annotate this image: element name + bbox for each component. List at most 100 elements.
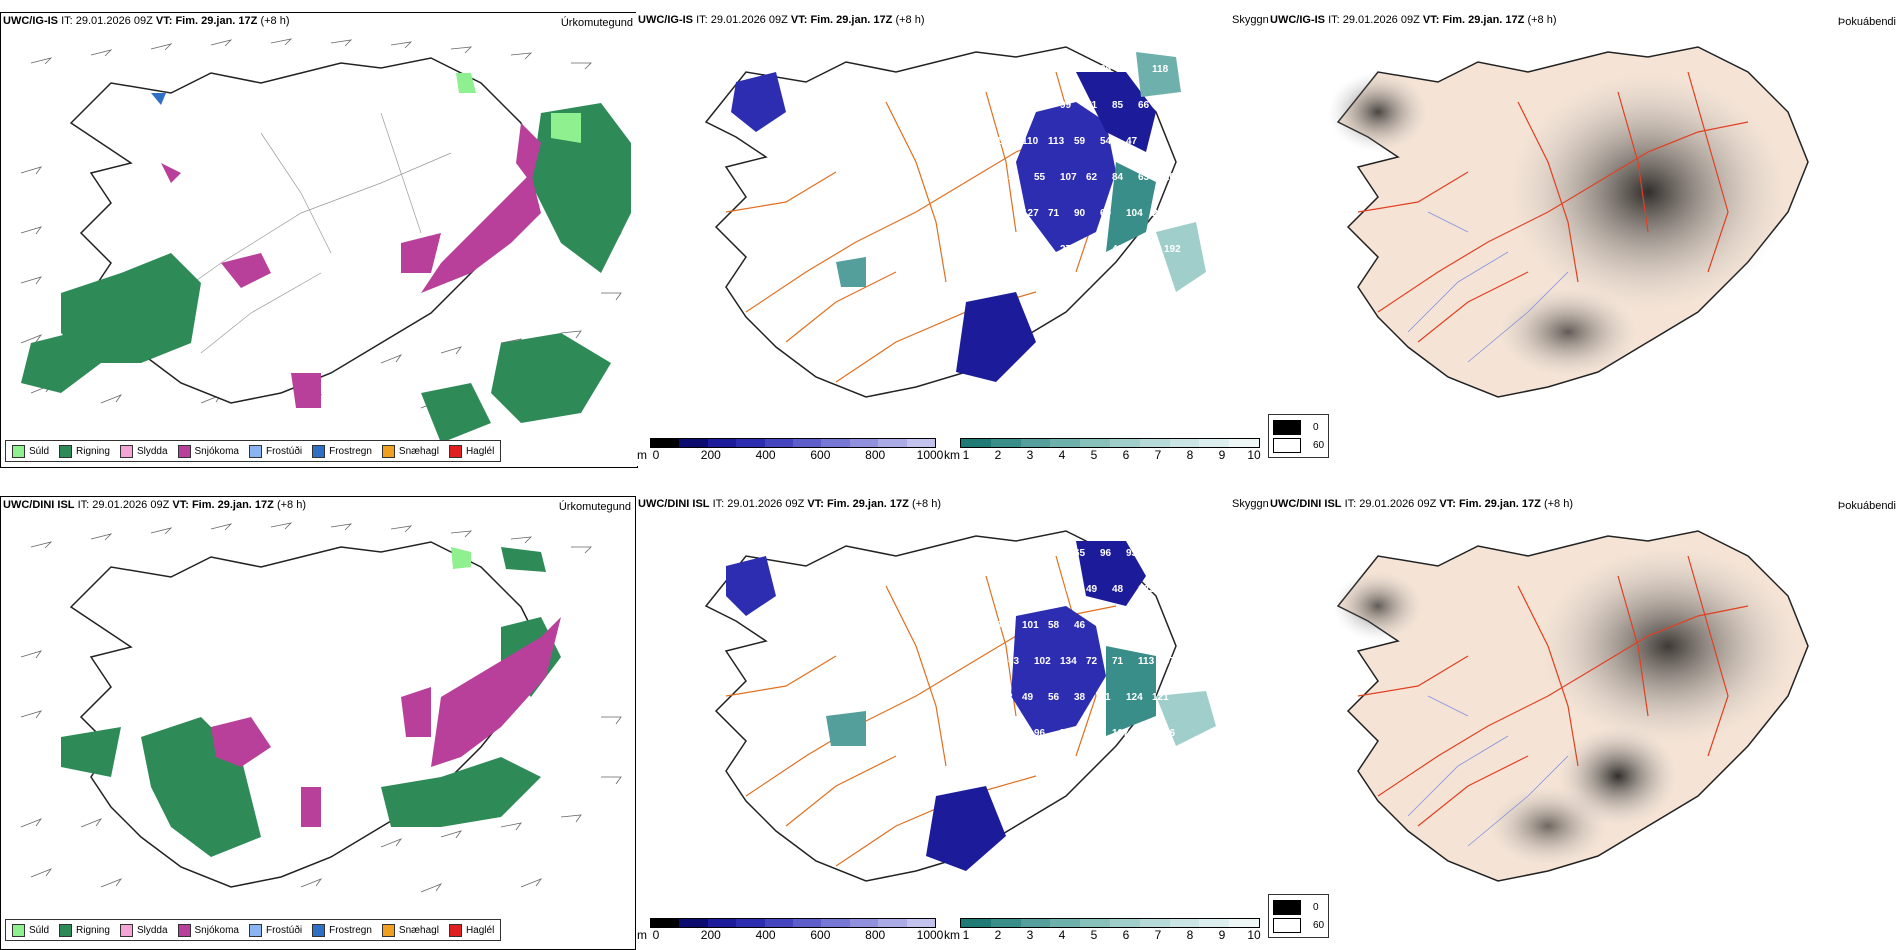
cloud-base-value: 91 <box>996 620 1008 631</box>
fog-legend-item: 0 <box>1273 418 1324 436</box>
cloud-base-panel-bottom: 56 68 44 65 96 93 87 60 111 101 49 48 123 131 91 101 58 4… <box>636 496 1272 950</box>
colorbar-bin <box>1020 439 1051 447</box>
legend-label: Snæhagl <box>398 924 439 936</box>
cloud-base-value: 54 <box>1060 728 1072 739</box>
legend-swatch <box>119 923 133 937</box>
legend-swatch <box>248 444 262 458</box>
legend-item: Frostúði <box>248 923 303 937</box>
cloud-base-value: 27 <box>1060 244 1072 255</box>
colorbar-tick-label: 1000 <box>916 448 944 462</box>
fog-legend: 0 60 <box>1268 894 1330 938</box>
legend-item: Rigning <box>59 923 110 937</box>
legend-item: Frostregn <box>312 923 372 937</box>
panel-header: UWC/IG-IS IT: 29.01.2026 09Z VT: Fim. 29… <box>3 15 290 27</box>
colorbar-tick-label: 2 <box>994 928 1002 942</box>
cloud-base-value: 11 <box>1100 692 1111 703</box>
precip-type-map <box>20 522 622 893</box>
legend-swatch <box>59 923 73 937</box>
colorbar-tick-label: 600 <box>810 928 831 942</box>
precip-legend: Súld Rigning Slydda Snjókoma Frostúði Frostre… <box>5 919 502 941</box>
cloud-base-value: 84 <box>1112 172 1124 183</box>
fog-map <box>1328 46 1809 398</box>
legend-item: Snjókoma <box>177 444 239 458</box>
cloud-base-value: 118 <box>1152 64 1169 75</box>
fog-legend-item: 60 <box>1273 916 1324 934</box>
cloud-base-value: 38 <box>1074 692 1086 703</box>
legend-swatch <box>59 444 73 458</box>
panel-header: UWC/DINI ISL IT: 29.01.2026 09Z VT: Fim.… <box>3 499 306 511</box>
cloud-base-value: 47 <box>1126 136 1138 147</box>
cloud-base-value: 123 <box>1138 584 1155 595</box>
colorbar-tick-label: 400 <box>755 448 776 462</box>
colorbar-bin <box>849 439 879 447</box>
legend-swatch <box>1273 437 1301 453</box>
legend-swatch <box>12 923 25 937</box>
cloud-base-value: 56 <box>996 548 1008 559</box>
legend-swatch <box>1273 419 1301 435</box>
cloud-base-value: 192 <box>1164 244 1181 255</box>
colorbar-tick-label: 3 <box>1026 448 1034 462</box>
cloud-base-value: 129 <box>1100 280 1117 291</box>
legend-label: Frostúði <box>265 924 303 936</box>
cloud-base-value: 97 <box>1164 656 1176 667</box>
cloud-base-panel-top: 61 64 52 76 96 64 118 113 125 99 71 85 66 112 119 110 11… <box>636 12 1271 466</box>
colorbar-bin <box>679 919 708 927</box>
colorbar-tick-label: 7 <box>1154 448 1162 462</box>
colorbar-bin <box>764 919 794 927</box>
cloud-base-value: 123 <box>1074 280 1091 291</box>
legend-swatch <box>381 444 395 458</box>
cloud-base-value: 59 <box>1074 136 1086 147</box>
cloud-base-value: 101 <box>1060 584 1077 595</box>
colorbar-bin <box>651 439 680 447</box>
colorbar-bin <box>821 439 850 447</box>
colorbar-tick-label: 1000 <box>916 928 944 942</box>
cloud-base-value: 42 <box>1126 620 1138 631</box>
colorbar-bin <box>764 439 794 447</box>
cloud-base-map: 56 68 44 65 96 93 87 60 111 101 49 48 123 131 91 101 58 4… <box>704 530 1216 882</box>
colorbar-tick-label: 6 <box>1122 928 1130 942</box>
legend-swatch <box>1273 917 1301 933</box>
cloud-base-value: 29 <box>1138 728 1150 739</box>
legend-label: Slydda <box>136 924 168 936</box>
colorbar-bin <box>793 439 822 447</box>
legend-swatch <box>312 923 326 937</box>
panel-title: Úrkomutegund <box>560 17 633 29</box>
fog-panel-bottom: UWC/DINI ISL IT: 29.01.2026 09Z VT: Fim.… <box>1268 496 1900 950</box>
cloud-base-map: 61 64 52 76 96 64 118 113 125 99 71 85 66 112 119 110 11… <box>704 46 1206 398</box>
colorbar-tick-label: 2 <box>994 448 1002 462</box>
cloud-base-value: 125 <box>1034 100 1051 111</box>
cloud-base-value: 66 <box>1138 100 1150 111</box>
cloud-base-value: 87 <box>1086 728 1098 739</box>
cloud-labels: 61 64 52 76 96 64 118 113 125 99 71 85 66 112 119 110 11… <box>996 64 1181 291</box>
legend-swatch <box>248 923 262 937</box>
cloud-base-value: 101 <box>1022 620 1039 631</box>
colorbar-bin <box>1080 439 1110 447</box>
legend-swatch <box>312 444 326 458</box>
colorbar-bin <box>793 919 822 927</box>
cloud-base-value: 49 <box>1086 584 1098 595</box>
cloud-base-value: 124 <box>1022 280 1039 291</box>
colorbar-bin <box>990 439 1021 447</box>
cloud-base-value: 96 <box>1100 548 1112 559</box>
cloud-base-value: 262 <box>1152 208 1169 219</box>
cloud-base-value: 142 <box>996 208 1013 219</box>
colorbar-bin <box>821 919 850 927</box>
colorbar-tick-label: 800 <box>865 928 886 942</box>
panel-title: Skyggni <box>1232 498 1272 510</box>
legend-swatch <box>381 923 395 937</box>
colorbar-tick-label: 1 <box>962 448 970 462</box>
colorbar-tick-label: 10 <box>1247 448 1261 462</box>
colorbar-unit: m <box>637 448 647 462</box>
cbar-visibility: km 1 2 3 4 5 6 7 8 9 10 <box>944 438 1261 462</box>
cloud-base-value: 63 <box>1008 656 1020 667</box>
cloud-base-value: 87 <box>1152 548 1164 559</box>
legend-label: Súld <box>29 445 50 457</box>
colorbar-bin <box>906 439 936 447</box>
cloud-base-value: 63 <box>1138 172 1150 183</box>
legend-label: Súld <box>29 924 50 936</box>
colorbar-unit: km <box>944 928 960 942</box>
cloud-base-value: 127 <box>1022 208 1039 219</box>
colorbar-bin <box>736 439 765 447</box>
legend-label: Rigning <box>76 924 110 936</box>
colorbar-tick-label: 5 <box>1090 448 1098 462</box>
